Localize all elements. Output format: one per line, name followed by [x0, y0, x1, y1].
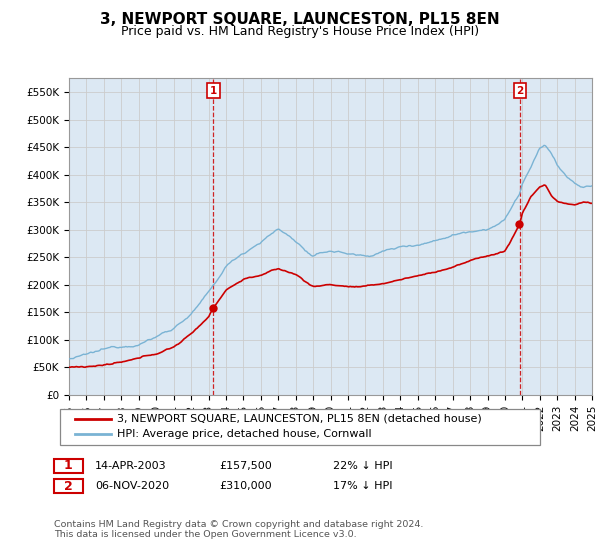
Text: Contains HM Land Registry data © Crown copyright and database right 2024.
This d: Contains HM Land Registry data © Crown c…: [54, 520, 424, 539]
Text: £157,500: £157,500: [219, 461, 272, 471]
Text: 06-NOV-2020: 06-NOV-2020: [95, 481, 169, 491]
Text: 2: 2: [64, 479, 73, 493]
Text: 1: 1: [210, 86, 217, 96]
Text: Price paid vs. HM Land Registry's House Price Index (HPI): Price paid vs. HM Land Registry's House …: [121, 25, 479, 38]
Text: 17% ↓ HPI: 17% ↓ HPI: [333, 481, 392, 491]
Text: 1: 1: [64, 459, 73, 473]
Text: 22% ↓ HPI: 22% ↓ HPI: [333, 461, 392, 471]
Text: £310,000: £310,000: [219, 481, 272, 491]
Text: 3, NEWPORT SQUARE, LAUNCESTON, PL15 8EN: 3, NEWPORT SQUARE, LAUNCESTON, PL15 8EN: [100, 12, 500, 27]
Text: HPI: Average price, detached house, Cornwall: HPI: Average price, detached house, Corn…: [117, 430, 371, 439]
Text: 3, NEWPORT SQUARE, LAUNCESTON, PL15 8EN (detached house): 3, NEWPORT SQUARE, LAUNCESTON, PL15 8EN …: [117, 414, 482, 424]
Text: 14-APR-2003: 14-APR-2003: [95, 461, 166, 471]
Text: 2: 2: [516, 86, 523, 96]
